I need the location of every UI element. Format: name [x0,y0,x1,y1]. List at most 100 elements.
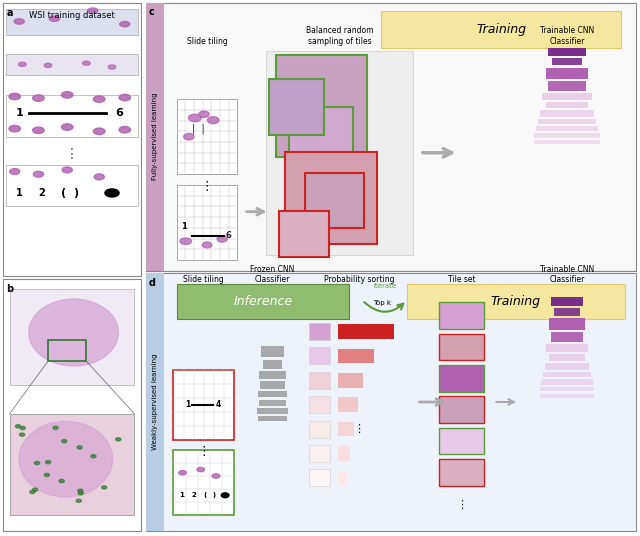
Bar [548,48,586,56]
Ellipse shape [78,492,83,495]
Ellipse shape [212,474,220,478]
Bar [309,470,330,487]
Bar [552,58,582,65]
Ellipse shape [9,125,20,132]
Ellipse shape [179,471,186,475]
Bar [338,471,348,485]
Ellipse shape [199,111,209,117]
Bar [276,55,367,157]
Text: Slide tiling: Slide tiling [184,275,224,284]
Text: ⋮: ⋮ [353,424,365,434]
Ellipse shape [53,426,58,429]
Text: Top k: Top k [372,300,390,306]
Bar [177,284,349,319]
Text: ⋮: ⋮ [456,500,467,510]
Bar [263,360,282,369]
Text: 2: 2 [192,492,196,498]
Bar [551,297,583,306]
Bar [338,446,350,461]
Ellipse shape [105,189,119,197]
Ellipse shape [83,61,90,65]
Bar [177,185,237,260]
Ellipse shape [119,94,131,101]
Ellipse shape [91,455,96,458]
Bar [6,165,138,206]
Ellipse shape [33,95,44,101]
Ellipse shape [94,174,104,180]
Bar [439,333,484,360]
Bar [146,273,636,531]
Bar [309,421,330,437]
Bar [538,118,596,124]
Ellipse shape [10,168,20,174]
Bar [177,99,237,174]
Bar [338,397,358,412]
Bar [534,139,600,144]
Ellipse shape [184,133,194,140]
Bar [534,133,600,138]
Bar [289,107,353,173]
Ellipse shape [76,499,81,502]
Ellipse shape [35,461,40,465]
Ellipse shape [120,21,130,27]
Bar [547,344,588,352]
Bar [549,354,585,361]
Bar [338,373,363,388]
Bar [546,102,588,108]
Text: Training: Training [476,23,527,36]
Bar [269,79,324,136]
Bar [554,308,580,316]
Bar [257,408,288,414]
Ellipse shape [19,421,113,497]
Bar [541,379,593,385]
Bar [546,68,588,79]
Bar [266,51,413,255]
Text: Weakly-supervised learning: Weakly-supervised learning [152,354,158,450]
Bar [146,3,164,271]
Ellipse shape [188,114,201,122]
Bar [536,126,598,131]
Ellipse shape [44,473,49,477]
Text: 1: 1 [16,108,24,117]
Bar [543,372,591,377]
Bar [338,422,354,436]
Text: 6: 6 [115,108,123,117]
Bar [259,371,286,379]
Ellipse shape [77,446,82,449]
Text: 1: 1 [179,492,184,498]
Ellipse shape [14,19,24,24]
Bar [540,387,594,391]
Ellipse shape [20,426,26,429]
Text: ⋮: ⋮ [201,180,213,192]
Text: Training: Training [491,295,541,308]
Bar [279,211,330,257]
Text: 1: 1 [186,400,191,409]
Bar [338,348,374,363]
Bar [261,346,284,357]
Bar [285,152,377,244]
Text: (: ( [204,492,207,498]
Bar [407,284,625,319]
Text: Slide tiling: Slide tiling [187,36,227,46]
Bar [439,302,484,329]
Ellipse shape [61,92,73,98]
Bar [10,414,134,515]
Bar [439,365,484,392]
Bar [309,323,330,340]
Ellipse shape [119,126,131,133]
Text: a: a [6,8,13,18]
Text: ⋮: ⋮ [65,147,79,161]
Text: ⋮: ⋮ [198,445,210,458]
Bar [309,372,330,389]
Ellipse shape [102,486,107,489]
Bar [540,110,594,117]
Bar [545,363,589,369]
Ellipse shape [33,488,38,492]
Text: (: ( [61,188,66,198]
Ellipse shape [33,127,44,133]
Bar [439,397,484,423]
Bar [549,318,585,330]
Text: 4: 4 [216,400,221,409]
Ellipse shape [44,63,52,68]
Text: ): ) [74,188,79,198]
